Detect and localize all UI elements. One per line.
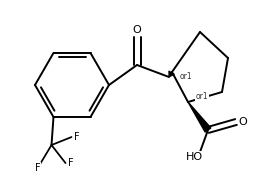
- Text: or1: or1: [196, 91, 208, 100]
- Text: F: F: [35, 163, 40, 173]
- Polygon shape: [188, 102, 211, 132]
- Text: F: F: [74, 132, 79, 142]
- Text: F: F: [68, 158, 73, 168]
- Text: or1: or1: [180, 71, 192, 80]
- Text: HO: HO: [185, 152, 203, 162]
- Text: O: O: [239, 117, 247, 127]
- Text: O: O: [133, 25, 142, 35]
